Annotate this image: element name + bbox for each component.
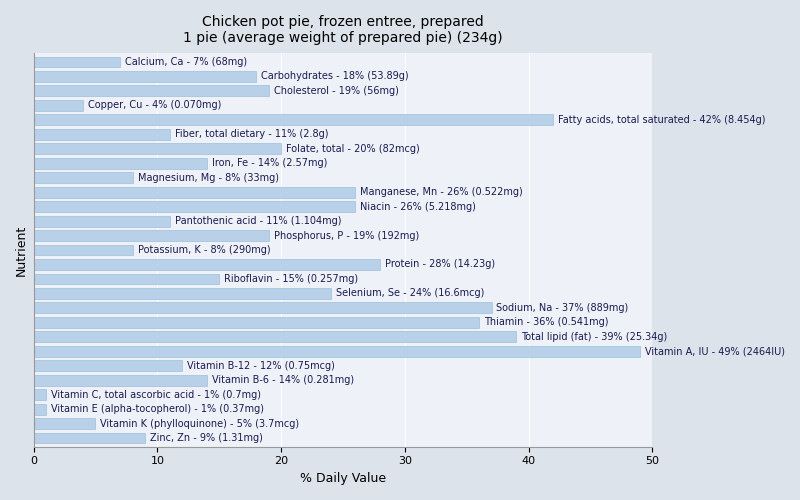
Bar	[34, 86, 269, 96]
Bar	[34, 418, 95, 429]
Bar	[34, 71, 256, 82]
Bar	[34, 274, 219, 284]
Text: Zinc, Zn - 9% (1.31mg): Zinc, Zn - 9% (1.31mg)	[150, 433, 262, 443]
Text: Niacin - 26% (5.218mg): Niacin - 26% (5.218mg)	[360, 202, 476, 211]
Bar	[34, 404, 46, 414]
Text: Protein - 28% (14.23g): Protein - 28% (14.23g)	[385, 260, 495, 270]
Text: Phosphorus, P - 19% (192mg): Phosphorus, P - 19% (192mg)	[274, 230, 419, 240]
Text: Magnesium, Mg - 8% (33mg): Magnesium, Mg - 8% (33mg)	[138, 172, 278, 182]
Text: Selenium, Se - 24% (16.6mcg): Selenium, Se - 24% (16.6mcg)	[335, 288, 484, 298]
Text: Riboflavin - 15% (0.257mg): Riboflavin - 15% (0.257mg)	[224, 274, 358, 284]
Title: Chicken pot pie, frozen entree, prepared
1 pie (average weight of prepared pie) : Chicken pot pie, frozen entree, prepared…	[183, 15, 503, 45]
Text: Sodium, Na - 37% (889mg): Sodium, Na - 37% (889mg)	[497, 303, 629, 313]
Text: Fatty acids, total saturated - 42% (8.454g): Fatty acids, total saturated - 42% (8.45…	[558, 115, 766, 125]
Text: Thiamin - 36% (0.541mg): Thiamin - 36% (0.541mg)	[484, 318, 609, 328]
Bar	[34, 346, 640, 356]
Text: Cholesterol - 19% (56mg): Cholesterol - 19% (56mg)	[274, 86, 398, 96]
Bar	[34, 432, 145, 444]
Text: Fiber, total dietary - 11% (2.8g): Fiber, total dietary - 11% (2.8g)	[174, 130, 328, 140]
Bar	[34, 158, 207, 168]
Bar	[34, 172, 133, 183]
Bar	[34, 129, 170, 140]
Bar	[34, 56, 120, 68]
Text: Vitamin B-12 - 12% (0.75mcg): Vitamin B-12 - 12% (0.75mcg)	[187, 360, 335, 370]
Bar	[34, 114, 554, 126]
X-axis label: % Daily Value: % Daily Value	[300, 472, 386, 485]
Bar	[34, 186, 355, 198]
Text: Carbohydrates - 18% (53.89g): Carbohydrates - 18% (53.89g)	[262, 72, 409, 82]
Bar	[34, 216, 170, 226]
Text: Copper, Cu - 4% (0.070mg): Copper, Cu - 4% (0.070mg)	[88, 100, 222, 110]
Bar	[34, 360, 182, 371]
Text: Vitamin E (alpha-tocopherol) - 1% (0.37mg): Vitamin E (alpha-tocopherol) - 1% (0.37m…	[51, 404, 264, 414]
Bar	[34, 302, 491, 314]
Text: Vitamin B-6 - 14% (0.281mg): Vitamin B-6 - 14% (0.281mg)	[212, 375, 354, 385]
Y-axis label: Nutrient: Nutrient	[15, 224, 28, 276]
Text: Pantothenic acid - 11% (1.104mg): Pantothenic acid - 11% (1.104mg)	[174, 216, 341, 226]
Bar	[34, 144, 281, 154]
Bar	[34, 244, 133, 256]
Bar	[34, 100, 83, 111]
Text: Total lipid (fat) - 39% (25.34g): Total lipid (fat) - 39% (25.34g)	[522, 332, 667, 342]
Text: Vitamin C, total ascorbic acid - 1% (0.7mg): Vitamin C, total ascorbic acid - 1% (0.7…	[51, 390, 261, 400]
Bar	[34, 317, 479, 328]
Text: Iron, Fe - 14% (2.57mg): Iron, Fe - 14% (2.57mg)	[212, 158, 327, 168]
Text: Potassium, K - 8% (290mg): Potassium, K - 8% (290mg)	[138, 245, 270, 255]
Bar	[34, 332, 516, 342]
Text: Calcium, Ca - 7% (68mg): Calcium, Ca - 7% (68mg)	[125, 57, 247, 67]
Text: Vitamin A, IU - 49% (2464IU): Vitamin A, IU - 49% (2464IU)	[645, 346, 785, 356]
Bar	[34, 288, 330, 299]
Bar	[34, 230, 269, 241]
Text: Vitamin K (phylloquinone) - 5% (3.7mcg): Vitamin K (phylloquinone) - 5% (3.7mcg)	[100, 418, 299, 428]
Text: Folate, total - 20% (82mcg): Folate, total - 20% (82mcg)	[286, 144, 420, 154]
Bar	[34, 259, 380, 270]
Bar	[34, 375, 207, 386]
Text: Manganese, Mn - 26% (0.522mg): Manganese, Mn - 26% (0.522mg)	[360, 187, 523, 197]
Bar	[34, 201, 355, 212]
Bar	[34, 389, 46, 400]
